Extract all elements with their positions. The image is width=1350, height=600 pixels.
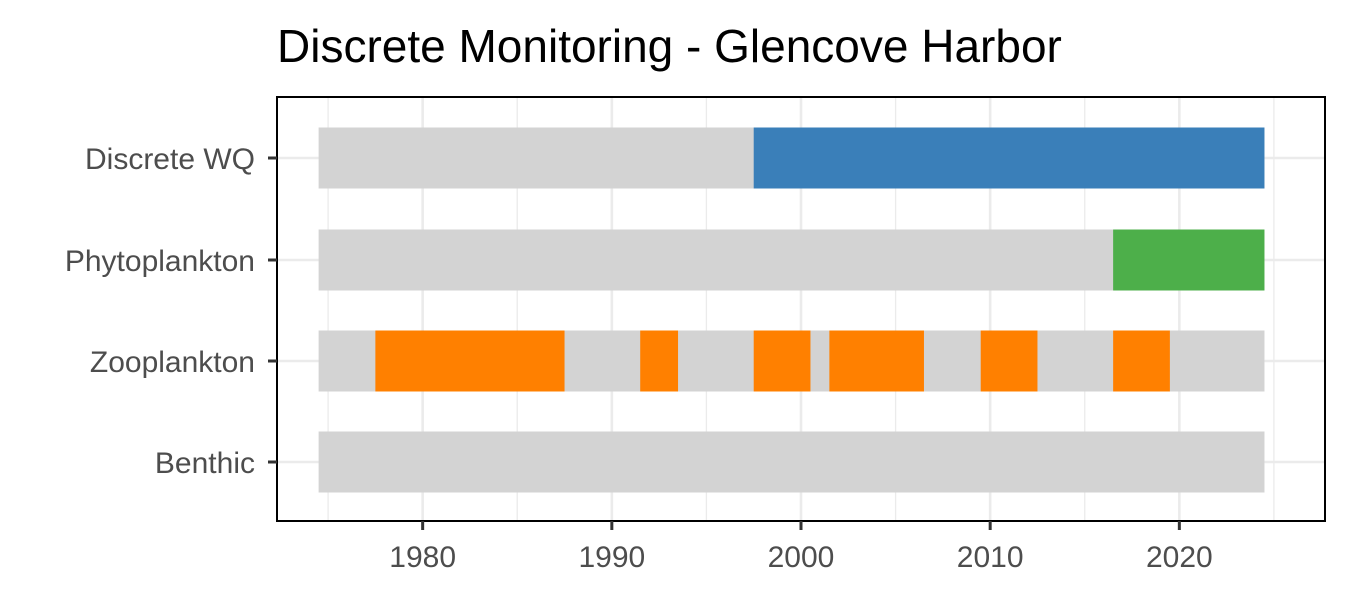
x-tick-label: 2000 (768, 541, 835, 574)
monitoring-segment (375, 330, 565, 392)
monitoring-segment (753, 330, 811, 392)
y-tick-label: Benthic (155, 447, 255, 480)
background-bar (318, 431, 1265, 493)
timeline-bars (318, 127, 1265, 493)
monitoring-segment (829, 330, 924, 392)
y-tick-label: Zooplankton (90, 346, 255, 379)
background-bar (318, 229, 1265, 291)
y-tick-label: Discrete WQ (85, 143, 255, 176)
x-tick-label: 2010 (957, 541, 1024, 574)
x-tick-label: 1990 (578, 541, 645, 574)
monitoring-segment (1113, 229, 1265, 291)
x-tick-label: 1980 (389, 541, 456, 574)
monitoring-segment (1113, 330, 1170, 392)
monitoring-segment (980, 330, 1038, 392)
monitoring-segment (640, 330, 679, 392)
x-tick-label: 2020 (1146, 541, 1213, 574)
chart-title: Discrete Monitoring - Glencove Harbor (277, 20, 1062, 72)
y-tick-label: Phytoplankton (65, 245, 255, 278)
monitoring-segment (753, 127, 1265, 189)
y-axis: Discrete WQ Phytoplankton Zooplankton Benth… (65, 143, 277, 480)
x-axis: 1980 1990 2000 2010 2020 (389, 521, 1213, 574)
